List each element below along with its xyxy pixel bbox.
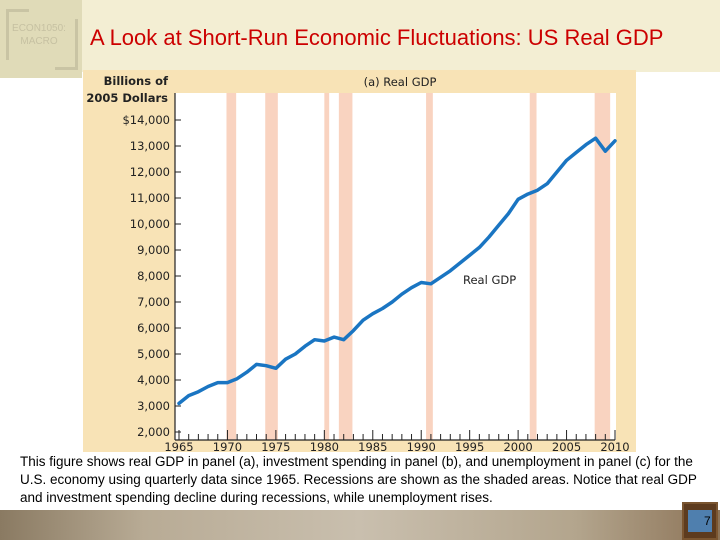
x-tick-label: 2000 bbox=[503, 440, 532, 454]
slide-title: A Look at Short-Run Economic Fluctuation… bbox=[90, 25, 664, 50]
logo-line: MACRO bbox=[20, 36, 58, 47]
x-tick-label: 1980 bbox=[310, 440, 339, 454]
recession-band bbox=[265, 93, 278, 440]
chart-title: (a) Real GDP bbox=[364, 75, 437, 89]
recession-band bbox=[594, 93, 611, 440]
logo-text: ECON1050: MACRO bbox=[0, 22, 78, 48]
x-tick-label: 1985 bbox=[358, 440, 387, 454]
x-tick-label: 1970 bbox=[213, 440, 242, 454]
y-tick-label: 9,000 bbox=[137, 243, 170, 257]
course-logo: ECON1050: MACRO bbox=[0, 0, 82, 78]
y-axis-label: 2005 Dollars bbox=[86, 91, 168, 105]
y-tick-label: 2,000 bbox=[137, 425, 170, 439]
series-label: Real GDP bbox=[463, 273, 516, 287]
x-tick-label: 2005 bbox=[552, 440, 581, 454]
logo-bracket bbox=[6, 9, 29, 60]
y-tick-label: 8,000 bbox=[137, 269, 170, 283]
y-tick-label: 11,000 bbox=[130, 191, 170, 205]
monitor-icon bbox=[688, 510, 712, 532]
page-number: 7 bbox=[704, 514, 711, 528]
y-tick-label: 13,000 bbox=[130, 139, 170, 153]
logo-bracket bbox=[55, 19, 78, 70]
x-tick-label: 2010 bbox=[600, 440, 629, 454]
x-tick-label: 1995 bbox=[455, 440, 484, 454]
recession-band bbox=[226, 93, 237, 440]
x-tick-label: 1990 bbox=[407, 440, 436, 454]
x-tick-label: 1965 bbox=[164, 440, 193, 454]
y-tick-label: 4,000 bbox=[137, 373, 170, 387]
y-tick-label: 5,000 bbox=[137, 347, 170, 361]
bottom-decoration bbox=[0, 510, 720, 540]
plot-area bbox=[175, 93, 616, 440]
recession-band bbox=[338, 93, 353, 440]
x-tick-label: 1975 bbox=[261, 440, 290, 454]
y-tick-label: 7,000 bbox=[137, 295, 170, 309]
y-tick-label: 12,000 bbox=[130, 165, 170, 179]
y-tick-label: 10,000 bbox=[130, 217, 170, 231]
title-band bbox=[0, 0, 720, 72]
y-tick-label: 3,000 bbox=[137, 399, 170, 413]
y-axis-label: Billions of bbox=[104, 74, 169, 88]
y-tick-label: $14,000 bbox=[122, 113, 170, 127]
y-tick-label: 6,000 bbox=[137, 321, 170, 335]
recession-band bbox=[426, 93, 433, 440]
slide-caption: This figure shows real GDP in panel (a),… bbox=[20, 454, 697, 505]
recession-band bbox=[529, 93, 537, 440]
logo-line: ECON1050: bbox=[12, 23, 66, 34]
series-line-real-gdp bbox=[177, 136, 617, 406]
page-number-badge: 7 bbox=[682, 502, 718, 540]
recession-band bbox=[324, 93, 330, 440]
